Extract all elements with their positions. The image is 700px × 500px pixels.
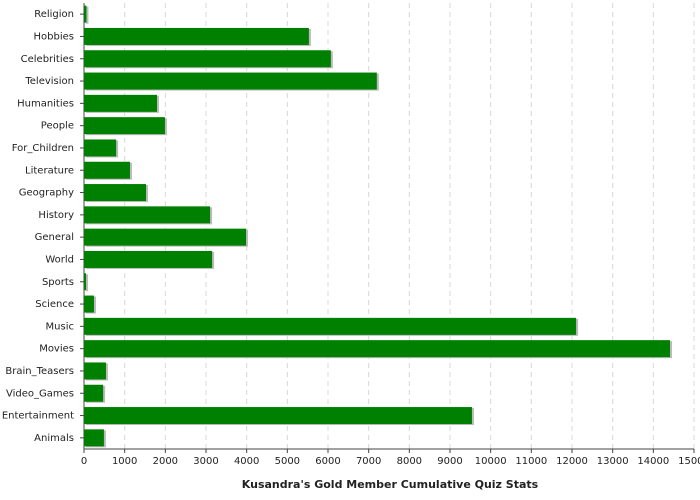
bar xyxy=(84,94,157,112)
bar xyxy=(84,384,104,402)
chart-title: Kusandra's Gold Member Cumulative Quiz S… xyxy=(242,478,539,491)
bar-shadow xyxy=(86,6,89,24)
x-tick-label: 0 xyxy=(81,456,87,467)
y-tick-label: Geography xyxy=(19,188,74,199)
x-tick-label: 4000 xyxy=(234,456,259,467)
bar xyxy=(84,295,94,313)
bar xyxy=(84,228,247,246)
x-tick-label: 2000 xyxy=(153,456,178,467)
y-tick-label: Entertainment xyxy=(2,411,74,422)
x-tick-label: 6000 xyxy=(315,456,340,467)
bar xyxy=(84,407,472,425)
bar xyxy=(84,72,377,90)
y-tick-label: Animals xyxy=(34,433,74,444)
y-tick-label: Celebrities xyxy=(21,54,74,65)
y-tick-label: Television xyxy=(24,76,74,87)
x-tick-label: 9000 xyxy=(437,456,462,467)
y-tick-label: Hobbies xyxy=(34,31,74,42)
bar xyxy=(84,317,577,335)
bar xyxy=(84,206,211,224)
x-tick-label: 3000 xyxy=(193,456,218,467)
y-tick-label: For_Children xyxy=(12,143,74,154)
bar xyxy=(84,117,165,135)
bar xyxy=(84,161,130,179)
y-tick-label: History xyxy=(38,210,74,221)
bar xyxy=(84,250,213,268)
y-tick-label: Humanities xyxy=(17,98,74,109)
x-tick-label: 11000 xyxy=(515,456,547,467)
y-tick-label: World xyxy=(45,254,74,265)
x-tick-label: 8000 xyxy=(397,456,422,467)
bar xyxy=(84,340,671,358)
x-tick-label: 13000 xyxy=(597,456,629,467)
y-tick-label: Movies xyxy=(39,344,74,355)
y-tick-label: Literature xyxy=(25,165,74,176)
bar xyxy=(84,5,87,23)
bar-shadow xyxy=(86,274,89,292)
x-tick-label: 10000 xyxy=(475,456,507,467)
bar xyxy=(84,273,87,291)
bar xyxy=(84,27,309,45)
bar xyxy=(84,184,147,202)
x-tick-label: 5000 xyxy=(275,456,300,467)
x-tick-label: 14000 xyxy=(637,456,669,467)
y-tick-label: Video_Games xyxy=(6,388,74,399)
y-tick-label: Sports xyxy=(42,277,74,288)
y-tick-label: General xyxy=(35,232,74,243)
x-tick-label: 12000 xyxy=(556,456,588,467)
bar xyxy=(84,50,331,68)
y-tick-label: Music xyxy=(46,321,74,332)
y-tick-label: Brain_Teasers xyxy=(5,366,74,377)
x-tick-label: 1000 xyxy=(112,456,137,467)
bar xyxy=(84,139,117,157)
y-tick-label: Science xyxy=(35,299,74,310)
y-tick-label: People xyxy=(41,121,74,132)
bar xyxy=(84,429,104,447)
bar xyxy=(84,362,106,380)
y-tick-label: Religion xyxy=(34,9,74,20)
x-tick-label: 7000 xyxy=(356,456,381,467)
x-tick-label: 15000 xyxy=(678,456,700,467)
